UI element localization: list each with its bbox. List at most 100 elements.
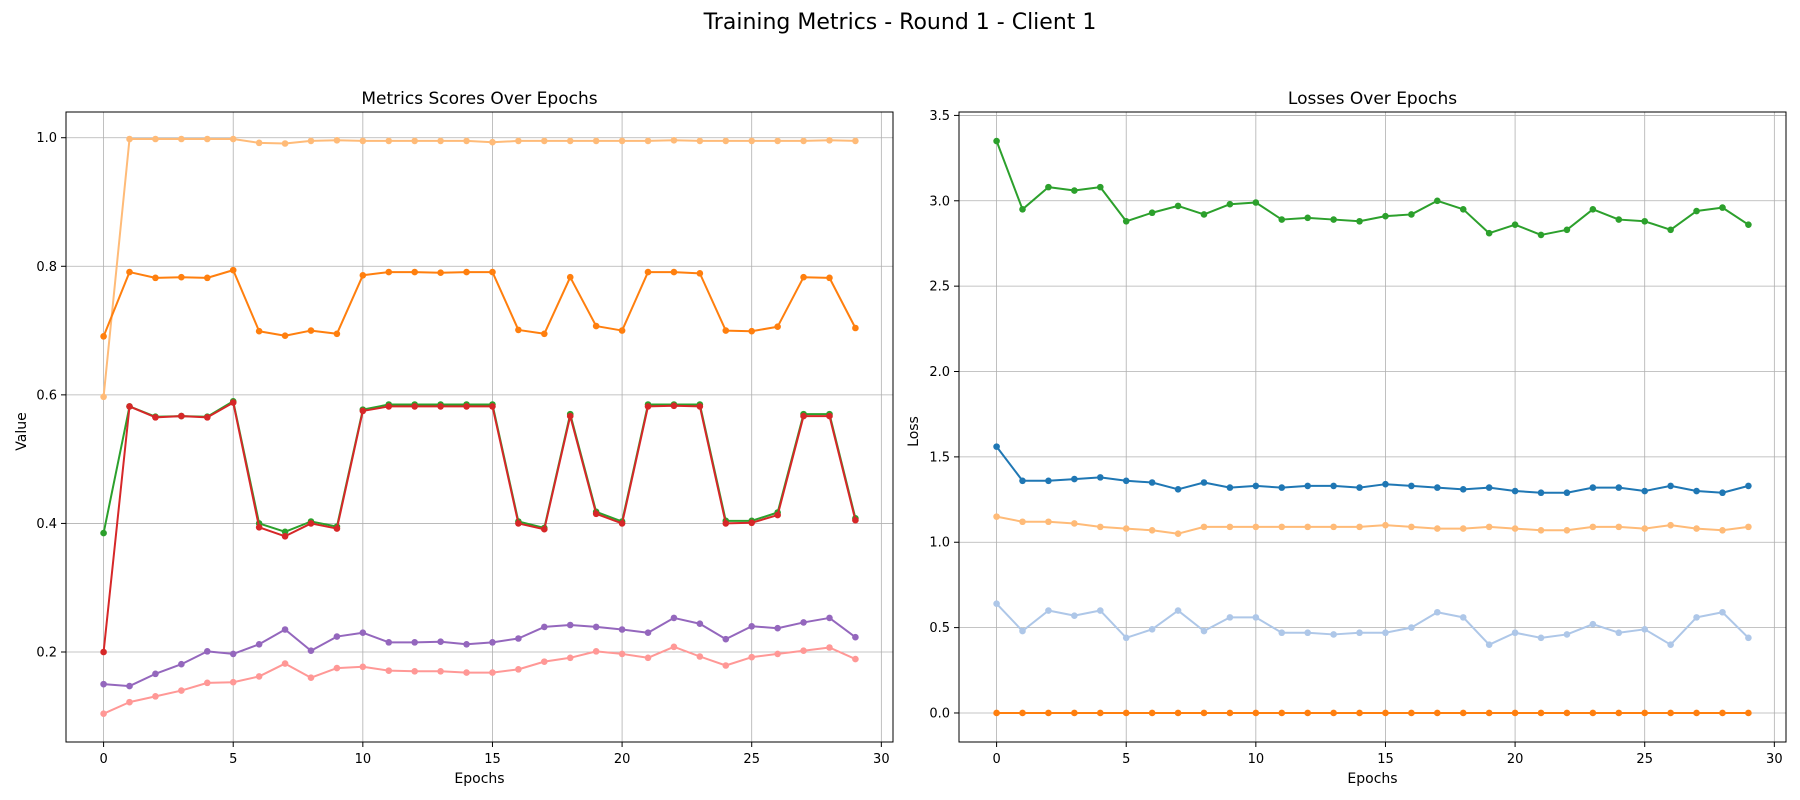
losses-data-point [1667,709,1674,717]
metrics-data-point [800,647,807,655]
metrics-xtick-label: 0 [99,752,107,767]
metrics-data-point [489,639,496,646]
metrics-ytick-label: 0.2 [36,646,57,661]
metrics-data-point [152,693,159,700]
losses-data-point [1563,709,1571,717]
metrics-data-point [592,322,600,330]
metrics-data-point [696,620,704,628]
metrics-data-point [333,330,341,338]
losses-series-4 [993,709,1752,717]
losses-ytick-label: 1.5 [929,450,950,465]
losses-data-point [1434,525,1441,532]
losses-data-point [1589,523,1597,531]
losses-data-point [1459,525,1467,532]
metrics-data-point [126,698,133,706]
losses-data-point [1641,217,1649,225]
metrics-data-point [126,682,133,690]
metrics-series-line [102,138,856,397]
metrics-data-point [229,678,237,686]
metrics-data-point [800,137,807,145]
losses-chart-xlabel: Epochs [1347,771,1397,787]
losses-data-point [1226,484,1234,491]
losses-data-point [1304,482,1311,490]
metrics-data-point [644,629,652,637]
metrics-data-point [541,330,548,338]
metrics-data-point [126,135,133,143]
losses-ytick-label: 2.5 [929,280,950,295]
metrics-data-point [203,274,211,282]
losses-data-point [1563,226,1571,234]
metrics-data-point [670,268,678,276]
metrics-data-point [722,635,730,643]
losses-xtick-label: 5 [1122,752,1130,767]
metrics-data-point [229,266,237,274]
losses-data-point [1693,709,1700,717]
metrics-data-point [411,268,418,276]
metrics-data-point [566,412,574,420]
losses-data-point [1226,523,1234,531]
losses-data-point [1252,523,1260,531]
losses-data-point [993,600,1000,608]
losses-data-point [1356,629,1363,637]
losses-data-point [1382,521,1389,529]
metrics-data-point [281,626,289,633]
losses-data-point [1615,484,1623,491]
metrics-chart-title: Metrics Scores Over Epochs [361,89,597,109]
metrics-ytick-label: 0.6 [36,388,57,403]
losses-data-point [1615,523,1623,531]
metrics-data-point [774,511,781,519]
losses-data-point [1719,526,1726,534]
metrics-data-point [333,664,341,672]
losses-data-point [1537,634,1545,642]
metrics-data-point [281,140,289,147]
metrics-data-point [411,639,418,646]
metrics-series-line [102,269,857,337]
losses-data-point [1148,626,1156,633]
losses-data-point [1408,624,1415,631]
metrics-data-point [463,137,470,145]
metrics-data-point [152,135,159,143]
metrics-data-point [203,679,211,687]
metrics-data-point [644,137,652,145]
metrics-chart-ylabel: Value [14,412,30,450]
metrics-data-point [411,403,418,410]
losses-data-point [1641,525,1649,532]
losses-data-point [1589,709,1597,717]
metrics-data-point [255,673,263,680]
metrics-data-point [178,135,185,143]
losses-data-point [1745,634,1752,642]
losses-data-point [1252,482,1260,490]
metrics-series-line [103,645,856,715]
metrics-series-4 [100,614,859,690]
losses-xtick-label: 20 [1507,752,1524,767]
metrics-data-point [411,667,418,675]
metrics-data-point [618,520,626,527]
metrics-data-point [255,640,263,648]
losses-data-point [1330,709,1337,717]
losses-data-point [1537,526,1545,534]
losses-data-point [1615,216,1623,223]
losses-data-point [1537,489,1545,497]
metrics-data-point [100,393,107,401]
metrics-data-point [178,687,185,694]
losses-data-point [1304,629,1311,637]
metrics-data-point [359,271,367,279]
metrics-data-point [463,640,470,648]
losses-data-point [1511,221,1519,228]
losses-data-point [1459,206,1467,213]
losses-data-point [1278,523,1286,531]
metrics-data-point [644,403,652,410]
metrics-data-point [566,273,574,281]
losses-data-point [1382,212,1389,220]
losses-data-point [1174,530,1182,538]
metrics-series-0 [100,135,859,401]
metrics-data-point [385,268,393,276]
metrics-data-point [670,402,678,410]
losses-data-point [1226,200,1234,208]
metrics-data-point [826,614,833,622]
metrics-data-point [541,525,548,533]
losses-data-point [1122,477,1130,485]
losses-data-point [1485,484,1493,491]
losses-data-point [1148,209,1156,217]
metrics-data-point [152,274,159,282]
